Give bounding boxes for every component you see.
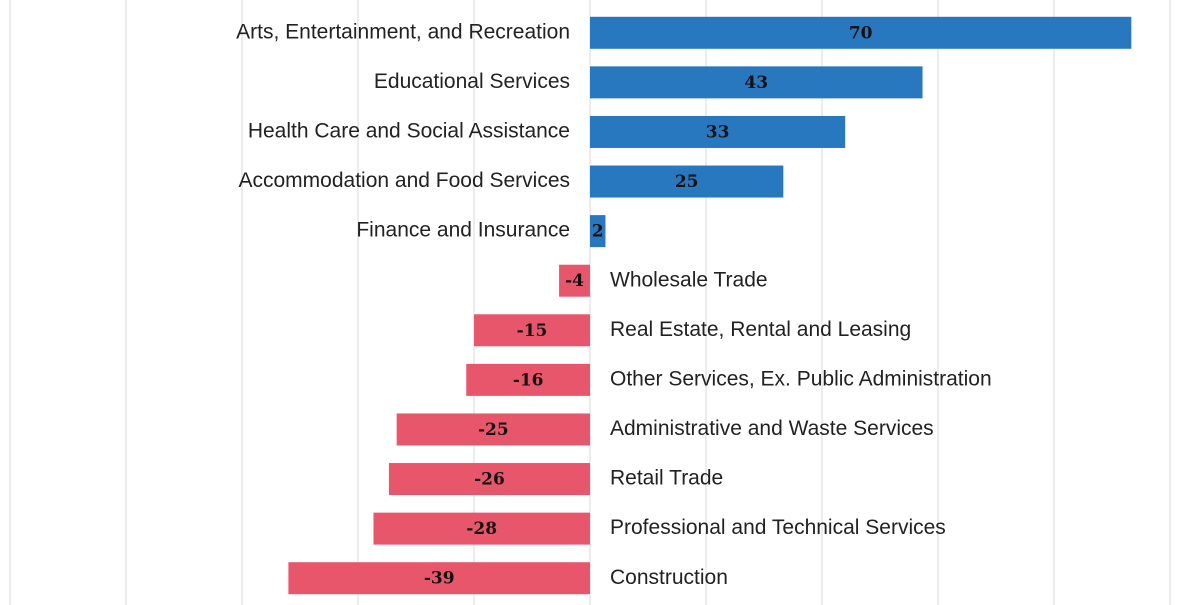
bar [474, 314, 590, 347]
category-label: Finance and Insurance [356, 219, 570, 242]
bar [590, 66, 923, 99]
value-label: 2 [592, 222, 604, 242]
bar [559, 264, 590, 297]
bar [288, 562, 590, 595]
bar [388, 463, 590, 496]
value-label: -26 [474, 470, 505, 490]
category-label: Construction [610, 566, 728, 589]
value-label: 70 [849, 23, 873, 43]
category-label: Professional and Technical Services [610, 516, 946, 539]
category-label: Administrative and Waste Services [610, 417, 934, 440]
bar [396, 413, 590, 446]
bar [590, 215, 606, 248]
bar [590, 165, 784, 198]
category-label: Arts, Entertainment, and Recreation [236, 20, 570, 43]
category-label: Other Services, Ex. Public Administratio… [610, 367, 992, 390]
bar [590, 16, 1132, 49]
category-label: Retail Trade [610, 467, 723, 490]
bar [590, 115, 846, 148]
category-label: Health Care and Social Assistance [248, 120, 570, 143]
value-label: -16 [513, 370, 544, 390]
value-label: 25 [675, 172, 699, 192]
category-label: Educational Services [374, 70, 570, 93]
value-label: -28 [466, 519, 497, 539]
category-label: Accommodation and Food Services [239, 169, 571, 192]
bar [373, 512, 590, 545]
value-label: -25 [478, 420, 509, 440]
value-label: -15 [517, 321, 548, 341]
bar [466, 363, 590, 396]
category-label: Real Estate, Rental and Leasing [610, 318, 911, 341]
value-label: 33 [706, 122, 730, 142]
category-label: Wholesale Trade [610, 268, 768, 291]
value-label: 43 [744, 73, 768, 93]
value-label: -39 [424, 569, 455, 589]
value-label: -4 [565, 271, 584, 291]
